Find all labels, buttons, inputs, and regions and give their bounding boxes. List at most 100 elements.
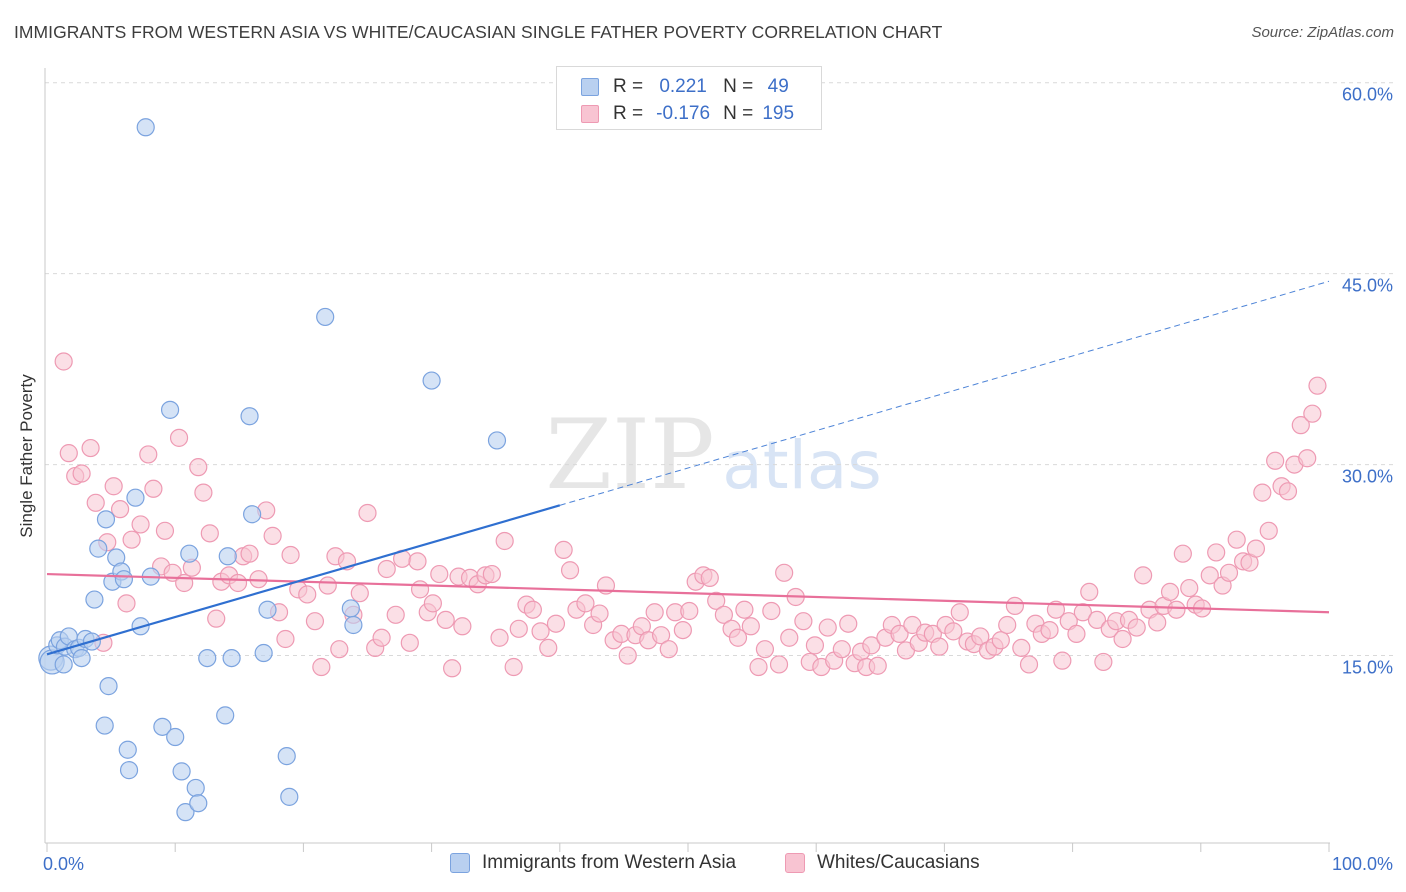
western-asia-point bbox=[487, 431, 507, 450]
western-asia-point bbox=[344, 615, 363, 635]
stats-row-whites: R = -0.176 N = 195 bbox=[581, 103, 803, 125]
whites-caucasians-point bbox=[991, 631, 1010, 650]
western-asia-point bbox=[172, 762, 191, 781]
western-asia-point bbox=[316, 307, 335, 327]
western-asia-point bbox=[114, 570, 134, 589]
r-label: R = bbox=[613, 103, 644, 124]
whites-caucasians-point bbox=[1219, 563, 1239, 582]
western-asia-point bbox=[258, 600, 277, 619]
western-asia-point bbox=[280, 787, 299, 806]
western-asia-point bbox=[176, 803, 195, 822]
source-label: Source: ZipAtlas.com bbox=[1251, 24, 1394, 41]
whites-caucasians-point bbox=[1040, 620, 1059, 640]
whites-caucasians-point bbox=[1278, 482, 1298, 501]
whites-caucasians-point bbox=[794, 612, 813, 631]
grid bbox=[45, 82, 1393, 657]
whites-caucasians-point bbox=[1046, 600, 1066, 619]
whites-caucasians-point bbox=[305, 612, 325, 631]
whites-caucasians-point bbox=[780, 628, 799, 647]
whites-caucasians-point bbox=[868, 656, 887, 675]
whites-caucasians-point bbox=[453, 617, 472, 636]
whites-caucasians-point bbox=[832, 640, 851, 659]
stats-row-western-asia: R = 0.221 N = 49 bbox=[581, 76, 803, 98]
whites-caucasians-point bbox=[944, 622, 963, 641]
stats-legend-box: R = 0.221 N = 49 R = -0.176 N = 195 bbox=[556, 66, 822, 130]
whites-caucasians-point bbox=[263, 526, 282, 545]
whites-caucasians-point bbox=[1127, 618, 1146, 637]
western-asia-point bbox=[216, 706, 235, 725]
whites-caucasians-point bbox=[735, 600, 754, 619]
whites-caucasians-point bbox=[1005, 596, 1025, 616]
western-asia-point bbox=[422, 371, 441, 390]
watermark-atlas: atlas bbox=[722, 427, 882, 504]
western-asia-point bbox=[153, 717, 172, 736]
chart-title: IMMIGRANTS FROM WESTERN ASIA VS WHITE/CA… bbox=[14, 22, 943, 42]
whites-caucasians-point bbox=[741, 617, 760, 636]
n-label: N = bbox=[723, 103, 754, 124]
x-tick-label: 0.0% bbox=[43, 854, 84, 874]
whites-caucasians-point bbox=[554, 540, 573, 559]
whites-caucasians-point bbox=[228, 573, 248, 593]
western-asia-point bbox=[186, 778, 205, 798]
whites-caucasians-point bbox=[377, 559, 396, 579]
whites-caucasians-point bbox=[645, 603, 664, 622]
whites-caucasians-point bbox=[890, 624, 909, 644]
whites-caucasians-point bbox=[276, 629, 295, 649]
whites-caucasians-trend-line bbox=[46, 572, 1330, 614]
whites-caucasians-point bbox=[443, 659, 462, 678]
whites-caucasians-point bbox=[490, 628, 509, 647]
whites-caucasians-point bbox=[1148, 613, 1167, 632]
whites-caucasians-point bbox=[762, 601, 781, 621]
whites-caucasians-point bbox=[54, 352, 73, 371]
whites-caucasians-point bbox=[1200, 566, 1219, 585]
whites-caucasians-point bbox=[155, 521, 175, 540]
western-asia-point bbox=[240, 407, 259, 426]
western-asia-legend-swatch bbox=[450, 853, 470, 873]
whites-caucasians-point bbox=[131, 515, 150, 534]
whites-caucasians-point bbox=[509, 619, 528, 638]
whites-caucasians-point bbox=[110, 500, 130, 519]
whites-caucasians-point bbox=[659, 640, 678, 659]
whites-caucasians-point bbox=[1094, 652, 1113, 672]
y-tick-label: 60.0% bbox=[1342, 85, 1393, 105]
whites-caucasians-point bbox=[200, 524, 219, 543]
whites-caucasians-point bbox=[707, 591, 726, 610]
western-asia-point bbox=[189, 794, 208, 813]
whites-caucasians-point bbox=[818, 618, 837, 637]
western-asia-point bbox=[118, 740, 137, 759]
western-asia-point bbox=[277, 747, 296, 766]
whites-caucasians-point bbox=[1067, 624, 1086, 644]
x-tick-label: 100.0% bbox=[1332, 854, 1393, 874]
whites-caucasians-point bbox=[1227, 530, 1246, 549]
whites-caucasians-point bbox=[1173, 544, 1192, 563]
western-asia-point bbox=[166, 727, 185, 747]
whites-caucasians-point bbox=[330, 640, 349, 659]
legend-item-western-asia[interactable]: Immigrants from Western Asia bbox=[450, 852, 736, 874]
whites-caucasians-point bbox=[728, 628, 748, 647]
legend-item-whites[interactable]: Whites/Caucasians bbox=[785, 852, 980, 874]
whites-caucasians-point bbox=[144, 479, 163, 498]
western-asia-trend-line bbox=[46, 504, 561, 656]
y-tick-label: 30.0% bbox=[1342, 467, 1393, 487]
western-asia-point bbox=[126, 488, 145, 507]
whites-caucasians-point bbox=[1053, 651, 1072, 670]
trend-lines bbox=[46, 280, 1330, 656]
whites-caucasians-point bbox=[86, 493, 105, 512]
whites-caucasians-point bbox=[673, 620, 692, 640]
whites-caucasians-point bbox=[805, 636, 825, 655]
whites-caucasians-point bbox=[651, 626, 671, 645]
y-tick-label: 45.0% bbox=[1342, 276, 1393, 296]
whites-caucasians-point bbox=[72, 464, 91, 483]
whites-caucasians-point bbox=[1207, 543, 1226, 562]
whites-swatch bbox=[581, 105, 599, 123]
whites-caucasians-point bbox=[700, 568, 719, 587]
whites-caucasians-point bbox=[423, 594, 442, 613]
whites-caucasians-point bbox=[1298, 449, 1317, 468]
r-label: R = bbox=[613, 76, 644, 97]
whites-caucasians-point bbox=[930, 637, 949, 656]
whites-caucasians-point bbox=[1266, 451, 1285, 470]
whites-caucasians-points bbox=[54, 352, 1327, 678]
r-value: -0.176 bbox=[656, 103, 711, 124]
whites-caucasians-point bbox=[576, 594, 595, 613]
whites-caucasians-point bbox=[298, 585, 317, 604]
